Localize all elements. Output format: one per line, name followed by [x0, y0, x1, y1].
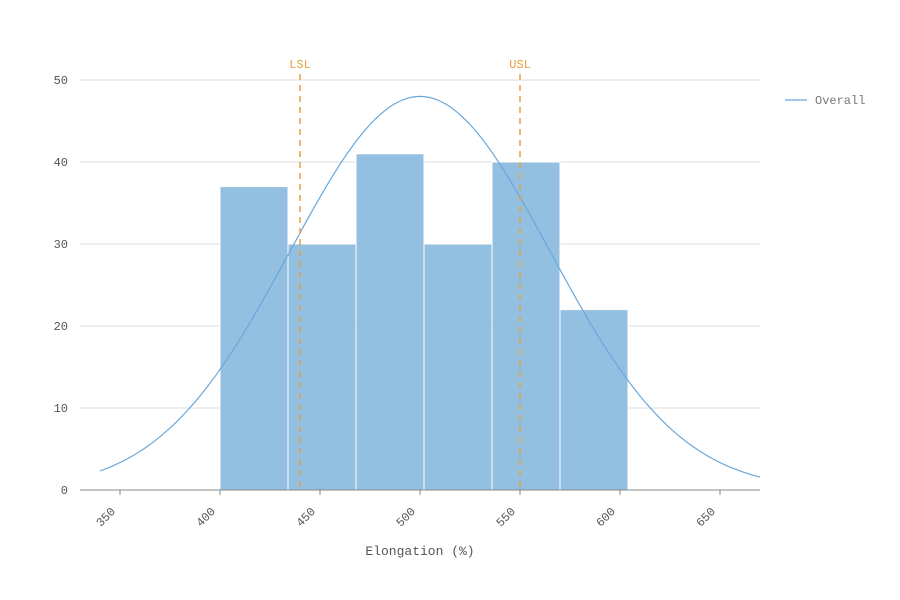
y-tick-label: 20 [54, 320, 68, 334]
histogram-bar [288, 244, 356, 490]
y-tick-label: 50 [54, 74, 68, 88]
y-tick-label: 30 [54, 238, 68, 252]
y-tick-label: 0 [61, 484, 68, 498]
x-axis-label: Elongation (%) [365, 544, 474, 559]
histogram-bar [220, 187, 288, 490]
x-tick-label: 600 [594, 505, 619, 530]
chart-svg: 0 10 20 30 40 50 LSL USL 350 400 450 500 550 600 650 El… [0, 0, 900, 600]
histogram-bar [356, 154, 424, 490]
legend-label-overall: Overall [815, 94, 865, 108]
x-tick-label: 450 [294, 505, 319, 530]
histogram-bar [424, 244, 492, 490]
capability-histogram: 0 10 20 30 40 50 LSL USL 350 400 450 500 550 600 650 El… [0, 0, 900, 600]
y-tick-label: 10 [54, 402, 68, 416]
x-tick-label: 500 [394, 505, 419, 530]
histogram-bar [492, 162, 560, 490]
y-tick-label: 40 [54, 156, 68, 170]
x-tick-label: 650 [694, 505, 719, 530]
usl-label: USL [509, 58, 531, 72]
x-tick-label: 550 [494, 505, 519, 530]
x-tick-label: 400 [194, 505, 219, 530]
lsl-label: LSL [289, 58, 311, 72]
x-tick-label: 350 [94, 505, 119, 530]
histogram-bar [560, 310, 628, 490]
